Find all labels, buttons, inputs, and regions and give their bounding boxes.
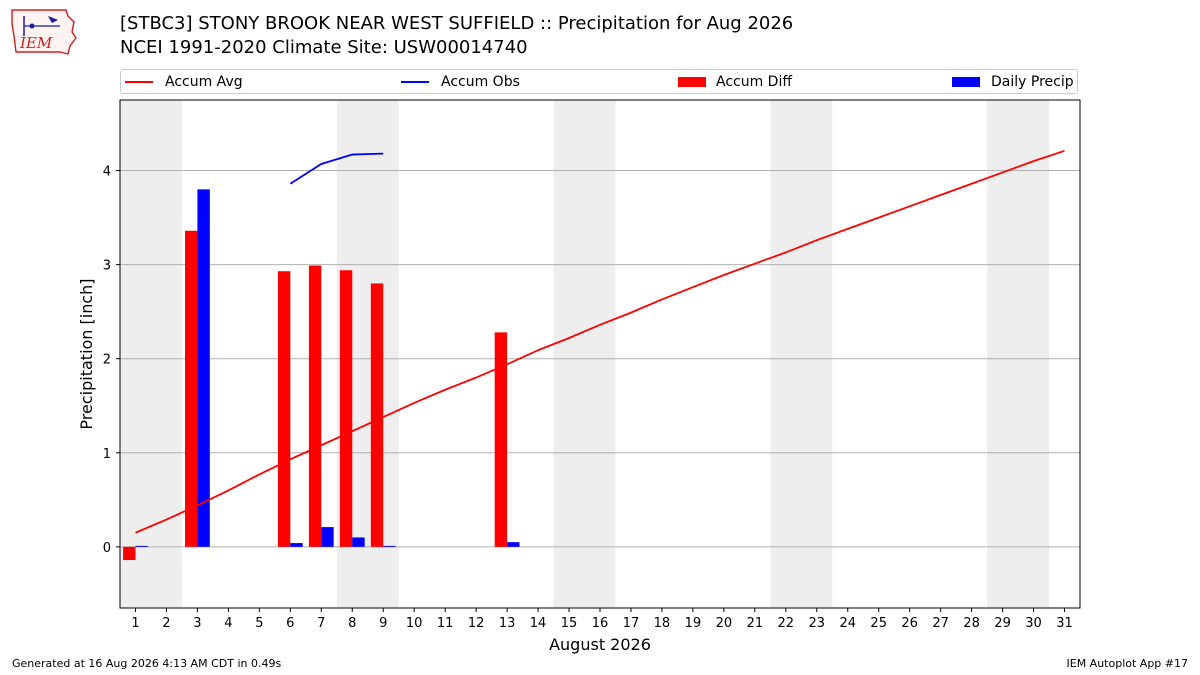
daily-precip-bar-day-6 [290,543,303,547]
accum-avg-line [135,149,1065,534]
accum-diff-bar-day-1 [123,546,136,561]
x-tick-label-18: 18 [654,616,671,631]
x-tick-label-15: 15 [561,616,578,631]
y-tick-label-0: 0 [103,541,111,556]
daily-precip-bar-day-8 [352,537,365,547]
x-tick-label-5: 5 [255,616,263,631]
bars [123,189,520,561]
x-tick-label-14: 14 [530,616,547,631]
x-tick-label-29: 29 [994,616,1011,631]
x-axis-ticks: 1 2 3 4 5 6 7 8 9 10 11 12 13 14 15 16 17 18 19 20 21 22 23 24 2… [131,608,1073,631]
legend-item-daily-precip: Daily Precip [952,73,1077,91]
legend-swatch-accum-avg [125,81,153,83]
legend-label-accum-obs: Accum Obs [441,74,520,90]
x-tick-label-19: 19 [685,616,702,631]
weekend-band-1 [120,100,182,608]
daily-precip-bar-day-7 [321,527,334,547]
iem-logo: IEM [8,6,80,58]
x-tick-label-10: 10 [406,616,423,631]
x-tick-label-6: 6 [286,616,294,631]
chart-legend: Accum Avg Accum Obs Accum Diff Daily Pre… [120,69,1078,94]
title-line-1: [STBC3] STONY BROOK NEAR WEST SUFFIELD :… [120,13,794,34]
y-tick-label-3: 3 [103,259,111,274]
x-tick-label-25: 25 [870,616,887,631]
x-tick-label-1: 1 [131,616,139,631]
x-tick-label-4: 4 [224,616,232,631]
x-tick-label-11: 11 [437,616,454,631]
x-tick-label-28: 28 [963,616,980,631]
x-tick-label-12: 12 [468,616,485,631]
accum-diff-bar-day-3 [185,230,198,547]
x-tick-label-9: 9 [379,616,387,631]
lines [135,149,1065,534]
accum-diff-bar-day-13 [494,332,508,547]
weekend-band-4 [770,100,833,608]
weekend-shading [120,100,1050,608]
accum-diff-bar-day-7 [308,265,322,547]
weekend-band-3 [553,100,616,608]
legend-swatch-accum-diff [678,77,706,87]
daily-precip-bar-day-1 [135,545,148,547]
x-tick-label-3: 3 [193,616,201,631]
x-tick-label-8: 8 [348,616,356,631]
x-tick-label-21: 21 [747,616,764,631]
x-tick-label-7: 7 [317,616,325,631]
y-axis-ticks: 0 1 2 3 4 [103,165,120,556]
daily-precip-bar-day-9 [383,545,396,547]
chart-title: [STBC3] STONY BROOK NEAR WEST SUFFIELD :… [120,12,793,60]
x-tick-label-20: 20 [716,616,733,631]
y-tick-label-1: 1 [103,447,111,462]
legend-item-accum-avg: Accum Avg [125,73,325,91]
legend-label-daily-precip: Daily Precip [991,74,1074,90]
legend-swatch-accum-obs [401,81,429,83]
x-tick-label-17: 17 [623,616,640,631]
accum-obs-line [289,152,384,185]
x-tick-label-24: 24 [839,616,856,631]
iem-logo-graphic: IEM [11,9,77,55]
x-tick-label-2: 2 [162,616,170,631]
legend-label-accum-diff: Accum Diff [716,74,793,90]
accum-diff-bar-day-9 [370,283,384,547]
y-axis-label: Precipitation [inch] [77,278,96,429]
y-tick-label-2: 2 [103,353,111,368]
daily-precip-bar-day-3 [197,189,210,547]
x-tick-label-26: 26 [901,616,918,631]
y-tick-label-4: 4 [103,165,111,180]
x-tick-label-27: 27 [932,616,949,631]
legend-item-accum-obs: Accum Obs [401,73,601,91]
daily-precip-bar-day-13 [507,542,520,547]
legend-label-accum-avg: Accum Avg [165,74,243,90]
footer-generated: Generated at 16 Aug 2026 4:13 AM CDT in … [12,657,282,670]
footer-app-id: IEM Autoplot App #17 [1066,657,1189,670]
x-tick-label-31: 31 [1056,616,1073,631]
x-axis-label: August 2026 [549,635,651,654]
x-tick-label-13: 13 [499,616,516,631]
accum-diff-bar-day-6 [277,271,291,547]
legend-item-accum-diff: Accum Diff [678,73,878,91]
title-line-2: NCEI 1991-2020 Climate Site: USW00014740 [120,37,528,58]
accum-diff-bar-day-8 [339,270,353,547]
x-tick-label-22: 22 [778,616,795,631]
x-tick-label-30: 30 [1025,616,1042,631]
x-tick-label-23: 23 [809,616,826,631]
x-tick-label-16: 16 [592,616,609,631]
weekend-band-5 [987,100,1050,608]
logo-text: IEM [19,34,53,52]
legend-swatch-daily-precip [952,77,980,87]
